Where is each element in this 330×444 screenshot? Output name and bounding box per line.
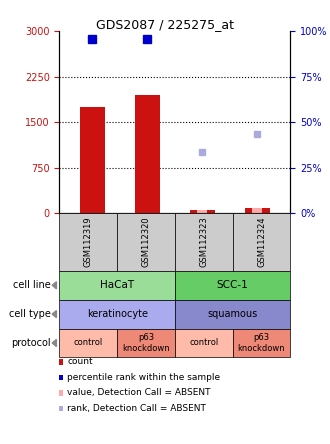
Text: value, Detection Call = ABSENT: value, Detection Call = ABSENT	[67, 388, 211, 397]
Bar	[197, 210, 207, 213]
Text: GSM112323: GSM112323	[199, 217, 208, 267]
Bar	[80, 107, 105, 213]
Text: cell line: cell line	[14, 280, 51, 290]
Text: GSM112319: GSM112319	[84, 217, 93, 267]
Text: protocol: protocol	[12, 338, 51, 348]
Text: p63
knockdown: p63 knockdown	[122, 333, 170, 353]
Text: count: count	[67, 357, 93, 366]
Text: control: control	[189, 338, 218, 348]
Text: control: control	[74, 338, 103, 348]
Text: percentile rank within the sample: percentile rank within the sample	[67, 373, 220, 382]
Bar	[190, 210, 215, 213]
Text: squamous: squamous	[208, 309, 258, 319]
Bar	[252, 208, 262, 213]
Text: GSM112324: GSM112324	[257, 217, 266, 267]
Text: rank, Detection Call = ABSENT: rank, Detection Call = ABSENT	[67, 404, 206, 413]
Text: GDS2087 / 225275_at: GDS2087 / 225275_at	[96, 18, 234, 31]
Text: GSM112320: GSM112320	[142, 217, 150, 267]
Text: keratinocyte: keratinocyte	[87, 309, 148, 319]
Bar	[245, 208, 270, 213]
Text: SCC-1: SCC-1	[217, 280, 248, 290]
Text: HaCaT: HaCaT	[100, 280, 134, 290]
Text: cell type: cell type	[9, 309, 51, 319]
Text: p63
knockdown: p63 knockdown	[238, 333, 285, 353]
Bar	[135, 95, 160, 213]
